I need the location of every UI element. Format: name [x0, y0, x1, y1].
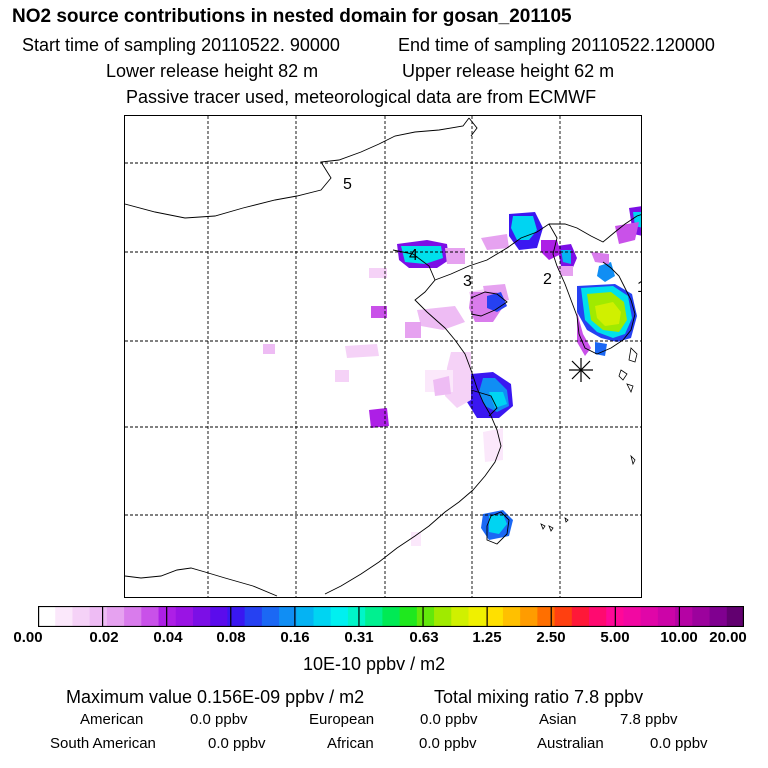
source-value-european: 0.0 ppbv [420, 711, 478, 728]
colorbar-segment [675, 606, 693, 627]
colorbar [38, 606, 744, 627]
colorbar-segment [175, 606, 194, 627]
colorbar-segment [192, 606, 211, 627]
colorbar-segment [38, 606, 56, 627]
source-value-south-american: 0.0 ppbv [208, 735, 266, 752]
start-time-label: Start time of sampling 20110522. 90000 [22, 35, 340, 55]
colorbar-segment [279, 606, 297, 627]
colorbar-segment [365, 606, 383, 627]
colorbar-segment [244, 606, 263, 627]
colorbar-segment [261, 606, 280, 627]
region-label-5: 5 [343, 176, 352, 193]
total-mixing-label: Total mixing ratio 7.8 ppbv [434, 687, 644, 707]
plume-taiwan [481, 510, 513, 540]
colorbar-tick-label: 0.08 [216, 629, 246, 646]
source-label-asian: Asian [539, 711, 577, 728]
receptor-star-icon [569, 358, 593, 382]
source-label-south-american: South American [50, 735, 156, 752]
colorbar-segment [485, 606, 504, 627]
colorbar-segment [210, 606, 229, 627]
colorbar-segment [296, 606, 315, 627]
colorbar-segment [451, 606, 470, 627]
colorbar-tick-label: 0.63 [409, 629, 439, 646]
colorbar-segment [623, 606, 642, 627]
colorbar-segment [416, 606, 435, 627]
colorbar-segment [347, 606, 366, 627]
colorbar-segment [141, 606, 160, 627]
colorbar-segment [330, 606, 349, 627]
colorbar-segment [502, 606, 521, 627]
lat-lon-grid [125, 116, 641, 597]
colorbar-segment [399, 606, 418, 627]
colorbar-segment [640, 606, 659, 627]
plot-title: NO2 source contributions in nested domai… [12, 6, 572, 27]
source-label-australian: Australian [537, 735, 604, 752]
colorbar-segment [55, 606, 74, 627]
colorbar-segment [434, 606, 452, 627]
colorbar-segment [692, 606, 711, 627]
colorbar-segment [227, 606, 246, 627]
colorbar-segment [72, 606, 91, 627]
colorbar-tick-label: 0.00 [13, 629, 43, 646]
coastlines [125, 117, 641, 597]
colorbar-segment [382, 606, 401, 627]
colorbar-units: 10E-10 ppbv / m2 [303, 654, 446, 674]
colorbar-segment [709, 606, 728, 627]
max-value-label: Maximum value 0.156E-09 ppbv / m2 [66, 687, 365, 707]
region-label-1: 1 [637, 279, 642, 296]
region-label-4: 4 [409, 247, 418, 264]
colorbar-tick-label: 0.31 [344, 629, 374, 646]
lower-release-label: Lower release height 82 m [106, 61, 319, 81]
islands [540, 347, 638, 532]
map-frame: 5 4 3 2 1 [124, 115, 642, 598]
colorbar-segment [554, 606, 573, 627]
colorbar-segment [468, 606, 487, 627]
colorbar-segment [124, 606, 142, 627]
colorbar-tick-label: 0.04 [153, 629, 183, 646]
region-label-2: 2 [543, 271, 552, 288]
source-label-european: European [309, 711, 375, 728]
source-label-african: African [327, 735, 374, 752]
colorbar-segment [313, 606, 332, 627]
concentration-plumes [263, 206, 641, 546]
colorbar-segment [520, 606, 538, 627]
end-time-label: End time of sampling 20110522.120000 [398, 35, 715, 55]
source-value-american: 0.0 ppbv [190, 711, 248, 728]
colorbar-segment [726, 606, 744, 627]
colorbar-segment [158, 606, 177, 627]
tracer-note: Passive tracer used, meteorological data… [126, 87, 597, 107]
colorbar-tick-label: 10.00 [660, 629, 698, 646]
colorbar-tick-label: 20.00 [709, 629, 747, 646]
colorbar-segment [89, 606, 108, 627]
colorbar-tick-label: 5.00 [600, 629, 630, 646]
colorbar-border [38, 606, 744, 627]
colorbar-tick-label: 0.16 [280, 629, 310, 646]
colorbar-segment [537, 606, 556, 627]
colorbar-tick-label: 1.25 [472, 629, 502, 646]
colorbar-tick-label: 0.02 [89, 629, 119, 646]
colorbar-tick-label: 2.50 [536, 629, 566, 646]
source-value-asian: 7.8 ppbv [620, 711, 678, 728]
colorbar-segment [106, 606, 125, 627]
source-value-australian: 0.0 ppbv [650, 735, 708, 752]
colorbar-segment [571, 606, 590, 627]
colorbar-segment [589, 606, 607, 627]
source-value-african: 0.0 ppbv [419, 735, 477, 752]
region-label-3: 3 [463, 273, 472, 290]
map-canvas: 5 4 3 2 1 [125, 116, 642, 597]
plume-korea [557, 244, 637, 356]
source-label-american: American [80, 711, 144, 728]
colorbar-segment [657, 606, 676, 627]
upper-release-label: Upper release height 62 m [402, 61, 615, 81]
plume-shandong-yangtze [335, 292, 513, 546]
